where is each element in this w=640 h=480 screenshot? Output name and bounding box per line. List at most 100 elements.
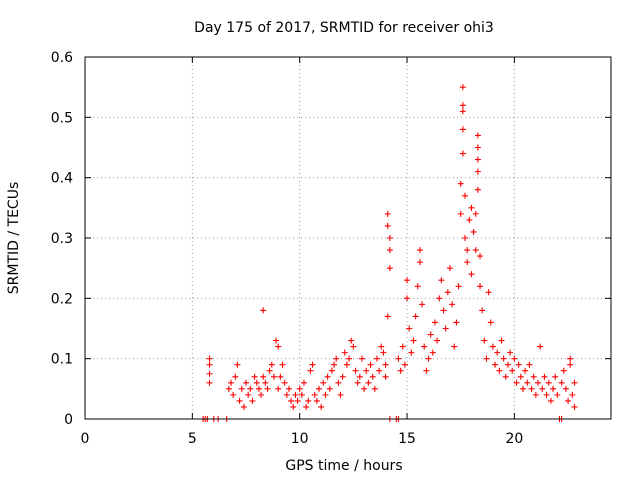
- data-point: [206, 370, 213, 377]
- data-point: [543, 391, 550, 398]
- data-point: [562, 385, 569, 392]
- data-point: [459, 102, 466, 109]
- data-point: [367, 361, 374, 368]
- data-point: [331, 361, 338, 368]
- data-point: [365, 379, 372, 386]
- data-point: [288, 397, 295, 404]
- data-point: [290, 403, 297, 410]
- data-point: [462, 192, 469, 199]
- data-point: [451, 343, 458, 350]
- data-point: [487, 319, 494, 326]
- data-point: [481, 337, 488, 344]
- y-tick-label: 0.1: [51, 352, 73, 368]
- data-point: [472, 210, 479, 217]
- data-point: [397, 367, 404, 374]
- data-point: [386, 247, 393, 254]
- data-point: [560, 367, 567, 374]
- y-tick-label: 0.3: [51, 231, 73, 247]
- data-point: [227, 379, 234, 386]
- data-point: [260, 307, 267, 314]
- data-point: [275, 343, 282, 350]
- data-point: [547, 397, 554, 404]
- data-point: [457, 210, 464, 217]
- data-point: [298, 391, 305, 398]
- data-point: [423, 367, 430, 374]
- data-point: [318, 403, 325, 410]
- x-tick-label: 15: [398, 431, 416, 447]
- data-point: [262, 379, 269, 386]
- y-tick-label: 0.2: [51, 291, 73, 307]
- data-point: [358, 355, 365, 362]
- data-point: [234, 361, 241, 368]
- data-point: [206, 361, 213, 368]
- data-point: [343, 361, 350, 368]
- data-point: [479, 307, 486, 314]
- data-point: [517, 373, 524, 380]
- data-point: [554, 391, 561, 398]
- y-tick-label: 0.6: [51, 50, 73, 66]
- data-point: [386, 235, 393, 241]
- data-point: [489, 343, 496, 350]
- data-point: [507, 349, 514, 356]
- data-point: [316, 385, 323, 392]
- data-point: [369, 373, 376, 380]
- data-point: [498, 337, 505, 344]
- data-point: [292, 391, 299, 398]
- data-point: [526, 361, 533, 368]
- data-point: [421, 343, 428, 350]
- data-point: [410, 337, 417, 344]
- data-point: [470, 228, 477, 235]
- data-point: [225, 385, 232, 392]
- data-point: [436, 295, 443, 302]
- data-point: [483, 355, 490, 362]
- x-tick-label: 5: [188, 431, 197, 447]
- y-axis-ticks: 0 0.1 0.2 0.3 0.4 0.5 0.6: [51, 50, 611, 428]
- data-point: [466, 216, 473, 223]
- data-point: [333, 355, 340, 362]
- data-point: [281, 379, 288, 386]
- data-point: [513, 379, 520, 386]
- data-point: [260, 373, 267, 380]
- data-point: [300, 379, 307, 386]
- grid-lines: [85, 57, 611, 419]
- data-point: [322, 391, 329, 398]
- data-point: [504, 361, 511, 368]
- data-point: [474, 156, 481, 163]
- data-point: [341, 349, 348, 356]
- data-point: [251, 373, 258, 380]
- data-point: [474, 186, 481, 193]
- data-point: [307, 367, 314, 374]
- data-point: [255, 385, 262, 392]
- data-point: [399, 343, 406, 350]
- data-point: [337, 391, 344, 398]
- data-point: [238, 385, 245, 392]
- data-point: [236, 397, 243, 404]
- data-point: [442, 325, 449, 332]
- data-point: [352, 367, 359, 374]
- data-point: [425, 355, 432, 362]
- data-point: [509, 367, 516, 374]
- data-point: [459, 84, 466, 91]
- data-point: [502, 373, 509, 380]
- data-point: [313, 397, 320, 404]
- data-point: [565, 397, 572, 404]
- data-point: [500, 355, 507, 362]
- data-point: [477, 283, 484, 290]
- data-point: [245, 391, 252, 398]
- data-point: [277, 373, 284, 380]
- data-point: [404, 277, 411, 284]
- data-point: [535, 379, 542, 386]
- data-point: [230, 391, 237, 398]
- y-tick-label: 0.4: [51, 171, 73, 187]
- data-point: [382, 373, 389, 380]
- data-point: [408, 349, 415, 356]
- data-point: [416, 259, 423, 266]
- data-point: [350, 343, 357, 350]
- data-point: [363, 367, 370, 374]
- data-point: [457, 180, 464, 187]
- data-point: [459, 108, 466, 115]
- x-tick-label: 0: [81, 431, 90, 447]
- data-point: [283, 391, 290, 398]
- data-point: [378, 343, 385, 350]
